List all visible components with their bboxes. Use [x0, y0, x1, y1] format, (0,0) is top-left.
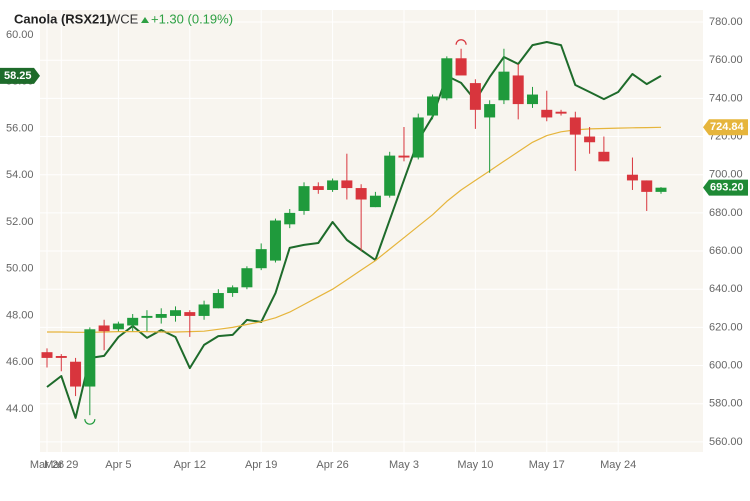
y2-tick-label: 760.00 — [709, 54, 743, 66]
candle-body — [327, 180, 339, 190]
candle-body — [598, 151, 610, 162]
low-marker — [84, 419, 96, 425]
candle-body — [626, 174, 638, 181]
y2-tick-label: 740.00 — [709, 92, 743, 104]
x-tick-label: May 10 — [457, 459, 493, 471]
x-tick-label: Apr 26 — [316, 459, 348, 471]
candle-body — [55, 356, 67, 358]
y2-tick-label: 700.00 — [709, 169, 743, 181]
y-tick-label: 56.00 — [6, 122, 34, 134]
marker-badge — [703, 119, 748, 136]
candle-body — [241, 268, 253, 288]
marker-badge — [703, 179, 748, 196]
y-tick-label: 54.00 — [6, 169, 34, 181]
y-tick-label: 46.00 — [6, 356, 34, 368]
y2-tick-label: 620.00 — [709, 321, 743, 333]
exchange: WCE — [108, 11, 139, 26]
x-tick-label: Mar 29 — [44, 459, 78, 471]
line-series — [47, 126, 662, 333]
marker-label: 58.25 — [4, 70, 32, 82]
candle-body — [112, 323, 124, 330]
line-series — [46, 41, 662, 419]
x-tick-label: May 3 — [389, 459, 419, 471]
x-tick-label: Mar 26 — [30, 459, 64, 471]
x-tick-label: Apr 5 — [105, 459, 131, 471]
plot — [41, 39, 667, 425]
candle-body — [341, 180, 353, 189]
y2-tick-label: 780.00 — [709, 16, 743, 28]
candle-body — [155, 314, 167, 318]
candle-body — [298, 186, 310, 211]
up-arrow-icon — [141, 17, 149, 23]
candle-body — [526, 94, 538, 105]
y2-tick-label: 640.00 — [709, 283, 743, 295]
candle-body — [312, 186, 324, 190]
high-marker — [455, 39, 467, 45]
y2-tick-label: 680.00 — [709, 207, 743, 219]
candle-body — [70, 361, 82, 387]
marker-label: 693.20 — [710, 182, 744, 194]
candle-body — [512, 75, 524, 105]
candle-body — [541, 109, 553, 118]
candle-body — [255, 249, 267, 269]
candle-body — [269, 220, 281, 261]
x-tick-label: May 24 — [600, 459, 636, 471]
x-tick-label: Apr 12 — [174, 459, 206, 471]
candle-body — [355, 188, 367, 200]
candle-body — [84, 329, 96, 387]
candle-body — [170, 310, 182, 316]
candle-body — [227, 287, 239, 294]
candle-body — [212, 293, 224, 309]
marker-label: 724.84 — [710, 121, 745, 133]
candle-body — [584, 136, 596, 143]
price-change: +1.30 (0.19%) — [151, 11, 233, 26]
candle-body — [141, 315, 153, 318]
candle-body — [98, 325, 110, 332]
candle-body — [427, 96, 439, 116]
y-tick-label: 52.00 — [6, 216, 34, 228]
x-tick-label: Apr 19 — [245, 459, 277, 471]
value-marker: 693.20 — [703, 179, 748, 196]
candle-body — [398, 155, 410, 158]
candle-body — [469, 83, 481, 110]
chart-title: Canola (RSX21) — [14, 11, 111, 26]
y-tick-label: 48.00 — [6, 309, 34, 321]
axes: 44.0046.0048.0050.0052.0054.0056.0058.00… — [0, 16, 748, 471]
candle-body — [655, 187, 667, 192]
y2-tick-label: 560.00 — [709, 436, 743, 448]
marker-badge — [0, 67, 40, 84]
candle-body — [198, 304, 210, 316]
candle-body — [441, 58, 453, 99]
plot-area — [40, 10, 703, 452]
y-tick-label: 44.00 — [6, 403, 34, 415]
candle-body — [412, 117, 424, 158]
candle-body — [284, 212, 296, 225]
y2-tick-label: 600.00 — [709, 359, 743, 371]
candle-body — [384, 155, 396, 196]
y-tick-label: 50.00 — [6, 263, 34, 275]
candle-body — [369, 195, 381, 208]
candle-body — [641, 180, 653, 192]
candle-body — [184, 312, 196, 316]
y-tick-label: 60.00 — [6, 29, 34, 41]
value-marker: 58.25 — [0, 67, 40, 84]
candle-body — [569, 117, 581, 135]
candle-body — [455, 58, 467, 76]
candle-body — [498, 71, 510, 101]
y2-tick-label: 580.00 — [709, 398, 743, 410]
value-marker: 724.84 — [703, 119, 748, 136]
candle-body — [127, 317, 139, 326]
y2-tick-label: 660.00 — [709, 245, 743, 257]
candle-body — [484, 104, 496, 118]
candle-body — [41, 352, 53, 358]
x-tick-label: May 17 — [529, 459, 565, 471]
candle-body — [555, 111, 567, 114]
